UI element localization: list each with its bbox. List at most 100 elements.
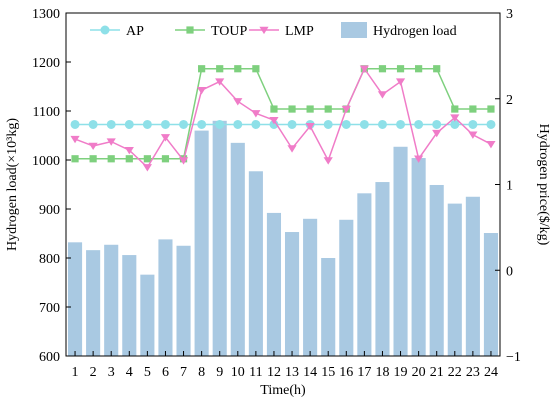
bar-hydrogen-load-5 — [140, 274, 155, 356]
x-tick-label: 8 — [198, 365, 205, 380]
legend-marker-lmp — [259, 26, 269, 35]
point-lmp-5 — [142, 164, 152, 172]
right-axis-title: Hydrogen price($/kg) — [536, 124, 550, 246]
point-toup-8 — [198, 65, 206, 73]
point-lmp-23 — [468, 131, 478, 139]
point-toup-18 — [378, 65, 387, 73]
point-lmp-1 — [70, 135, 80, 144]
left-axis-title: Hydrogen load(×10³kg) — [5, 118, 20, 251]
point-ap-20 — [414, 119, 424, 129]
point-toup-20 — [415, 65, 423, 73]
right-tick-label: 3 — [506, 7, 513, 22]
point-toup-4 — [125, 155, 133, 163]
legend-swatch-hydrogen-load — [341, 22, 367, 38]
point-toup-3 — [107, 155, 115, 163]
point-ap-11 — [251, 119, 261, 129]
point-toup-15 — [324, 105, 332, 113]
right-tick-label: 0 — [506, 264, 513, 279]
x-tick-label: 13 — [285, 365, 299, 380]
x-tick-label: 2 — [90, 365, 97, 380]
point-lmp-12 — [269, 116, 279, 125]
left-tick-label: 700 — [39, 301, 60, 316]
bar-hydrogen-load-14 — [303, 218, 318, 356]
point-lmp-16 — [341, 105, 351, 114]
point-lmp-4 — [124, 146, 134, 155]
bar-hydrogen-load-7 — [176, 245, 191, 356]
point-toup-22 — [451, 105, 459, 113]
bar-hydrogen-load-4 — [122, 255, 137, 356]
point-lmp-11 — [251, 110, 261, 118]
legend-label-hydrogen-load: Hydrogen load — [373, 24, 457, 39]
point-toup-9 — [216, 65, 224, 73]
bar-hydrogen-load-1 — [67, 242, 83, 356]
legend-label-lmp: LMP — [285, 24, 314, 39]
point-ap-24 — [486, 119, 496, 129]
point-toup-6 — [161, 155, 170, 163]
point-toup-23 — [469, 105, 477, 113]
point-ap-19 — [396, 119, 406, 129]
x-tick-label: 1 — [72, 365, 79, 380]
point-lmp-3 — [106, 138, 116, 146]
point-ap-8 — [197, 119, 207, 129]
point-ap-10 — [233, 119, 243, 129]
x-tick-label: 10 — [231, 365, 245, 380]
bar-hydrogen-load-9 — [212, 120, 227, 356]
left-tick-label: 600 — [39, 350, 60, 365]
point-toup-1 — [71, 155, 79, 163]
left-tick-label: 1200 — [32, 56, 60, 71]
point-lmp-2 — [88, 142, 98, 151]
bar-hydrogen-load-22 — [447, 203, 462, 356]
x-tick-label: 6 — [162, 365, 169, 380]
point-ap-1 — [70, 119, 80, 129]
left-tick-label: 800 — [39, 252, 60, 267]
point-lmp-19 — [395, 78, 406, 86]
left-tick-label: 1300 — [32, 7, 60, 22]
left-tick-label: 900 — [39, 203, 60, 218]
point-lmp-14 — [305, 122, 315, 131]
point-lmp-10 — [233, 98, 243, 106]
point-ap-18 — [377, 119, 387, 129]
bar-hydrogen-load-23 — [465, 196, 480, 356]
x-tick-label: 19 — [394, 365, 408, 380]
bar-hydrogen-load-10 — [230, 142, 245, 356]
point-lmp-13 — [287, 145, 297, 153]
point-ap-13 — [287, 119, 297, 129]
x-tick-label: 17 — [357, 365, 371, 380]
bar-hydrogen-load-11 — [248, 171, 263, 356]
x-tick-label: 21 — [430, 365, 444, 380]
bar-hydrogen-load-19 — [393, 146, 408, 356]
bar-hydrogen-load-20 — [411, 158, 426, 356]
x-tick-label: 14 — [303, 365, 317, 380]
bar-hydrogen-load-8 — [194, 130, 209, 356]
bar-hydrogen-load-6 — [158, 239, 173, 356]
point-toup-14 — [306, 105, 314, 113]
bar-hydrogen-load-2 — [86, 250, 101, 356]
point-ap-5 — [142, 119, 152, 129]
point-toup-5 — [143, 155, 151, 163]
point-lmp-9 — [215, 78, 225, 86]
point-toup-12 — [270, 105, 278, 113]
bar-hydrogen-load-3 — [104, 244, 119, 356]
point-ap-6 — [160, 119, 170, 129]
point-ap-16 — [341, 119, 351, 129]
point-lmp-17 — [359, 65, 369, 73]
x-tick-label: 5 — [144, 365, 151, 380]
left-tick-label: 1100 — [33, 105, 60, 120]
left-tick-label: 1000 — [32, 154, 60, 169]
legend-marker-toup — [186, 26, 194, 34]
x-tick-label: 24 — [484, 365, 498, 380]
point-toup-13 — [288, 105, 296, 113]
x-tick-label: 9 — [216, 365, 223, 380]
x-tick-label: 20 — [412, 365, 426, 380]
point-lmp-24 — [486, 140, 496, 149]
legend-marker-ap — [100, 25, 110, 35]
line-lmp — [74, 67, 492, 169]
point-toup-24 — [487, 105, 495, 113]
point-lmp-15 — [323, 157, 333, 165]
x-tick-label: 12 — [267, 365, 281, 380]
x-tick-label: 16 — [339, 365, 353, 380]
x-tick-label: 15 — [321, 365, 335, 380]
point-lmp-8 — [197, 86, 207, 95]
